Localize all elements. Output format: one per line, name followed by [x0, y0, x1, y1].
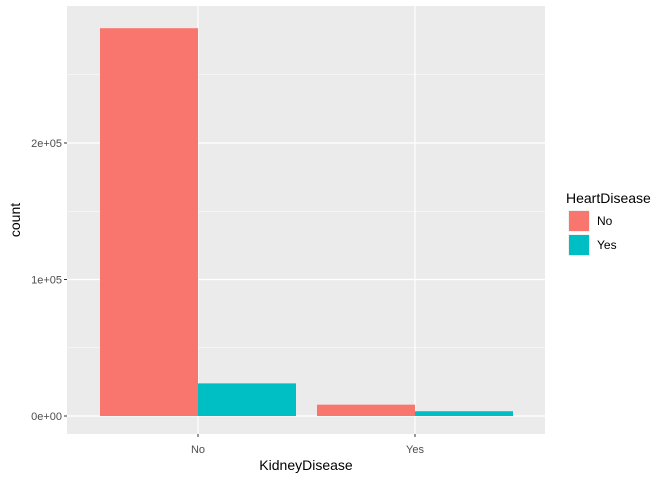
- legend-label-yes: Yes: [597, 238, 617, 252]
- legend-key-yes: [569, 235, 589, 255]
- legend-title: HeartDisease: [566, 190, 651, 206]
- legend: HeartDisease No Yes: [566, 190, 651, 256]
- bar-no-yes: [198, 383, 296, 416]
- y-tick-label: 0e+00: [31, 411, 62, 423]
- legend-key-no: [569, 211, 589, 231]
- axis-ticks: 0e+00 1e+05 2e+05 No Yes: [31, 138, 424, 456]
- x-tick-label: Yes: [406, 444, 424, 456]
- y-tick-label: 1e+05: [31, 275, 62, 287]
- bars: [100, 28, 513, 417]
- bar-no-no: [100, 28, 198, 417]
- y-tick-label: 2e+05: [31, 138, 62, 150]
- bar-yes-yes: [415, 411, 513, 416]
- legend-label-no: No: [597, 214, 613, 228]
- x-tick-label: No: [191, 444, 205, 456]
- x-axis-title: KidneyDisease: [259, 457, 353, 473]
- bar-yes-no: [317, 404, 415, 416]
- y-axis-title: count: [7, 203, 23, 237]
